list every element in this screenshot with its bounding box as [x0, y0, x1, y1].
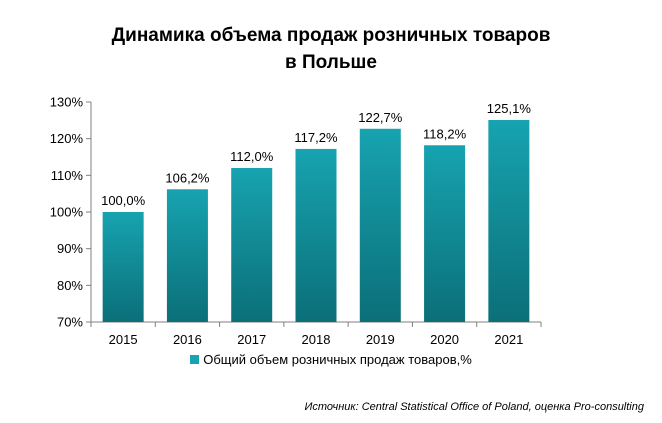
chart-title-line-2: в Польше — [285, 52, 377, 73]
x-tick-label-2017: 2017 — [237, 332, 266, 347]
data-label-2017: 112,0% — [230, 149, 274, 164]
y-tick-label: 120% — [50, 131, 84, 146]
bar-2016 — [166, 189, 208, 322]
x-tick-label-2018: 2018 — [302, 332, 331, 347]
y-tick-label: 80% — [57, 278, 83, 293]
bar-2020 — [424, 145, 466, 322]
data-label-2016: 106,2% — [165, 170, 210, 185]
x-tick-label-2015: 2015 — [109, 332, 138, 347]
x-tick-label-2016: 2016 — [173, 332, 202, 347]
y-axis-labels: 70% 80% 90% 100% 110% 120% 130% — [50, 95, 84, 330]
data-label-2015: 100,0% — [101, 193, 146, 208]
legend-swatch — [190, 355, 200, 364]
y-tick-label: 110% — [51, 168, 84, 183]
x-tick-label-2019: 2019 — [366, 332, 395, 347]
bar-2021 — [488, 119, 530, 322]
data-labels: 100,0% 106,2% 112,0% 117,2% 122,7% 118,2% 125,… — [101, 101, 531, 208]
bar-2015 — [102, 212, 144, 322]
source-note: Источник: Central Statistical Office of … — [304, 401, 645, 413]
bar-2018 — [295, 148, 337, 322]
chart-title-line-1: Динамика объема продаж розничных товаров — [111, 25, 551, 46]
legend-label: Общий объем розничных продаж товаров,% — [203, 352, 472, 367]
x-axis-labels: 2015 2016 2017 2018 2019 2020 2021 — [109, 332, 524, 347]
data-label-2021: 125,1% — [487, 101, 532, 116]
data-label-2019: 122,7% — [358, 110, 403, 125]
bar-2017 — [231, 168, 273, 322]
chart-title: Динамика объема продаж розничных товаров… — [0, 22, 662, 76]
y-tick-label: 130% — [50, 95, 84, 110]
x-tick-label-2020: 2020 — [430, 332, 459, 347]
y-tick-label: 90% — [57, 241, 83, 256]
x-tick-label-2021: 2021 — [494, 332, 523, 347]
y-tick-label: 70% — [57, 315, 83, 330]
bars — [102, 119, 530, 322]
data-label-2020: 118,2% — [423, 126, 467, 141]
y-tick-label: 100% — [50, 205, 84, 220]
data-label-2018: 117,2% — [294, 130, 338, 145]
bar-2019 — [359, 128, 401, 322]
legend: Общий объем розничных продаж товаров,% — [0, 352, 662, 367]
